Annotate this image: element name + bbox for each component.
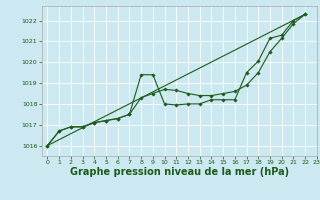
X-axis label: Graphe pression niveau de la mer (hPa): Graphe pression niveau de la mer (hPa) bbox=[70, 167, 289, 177]
